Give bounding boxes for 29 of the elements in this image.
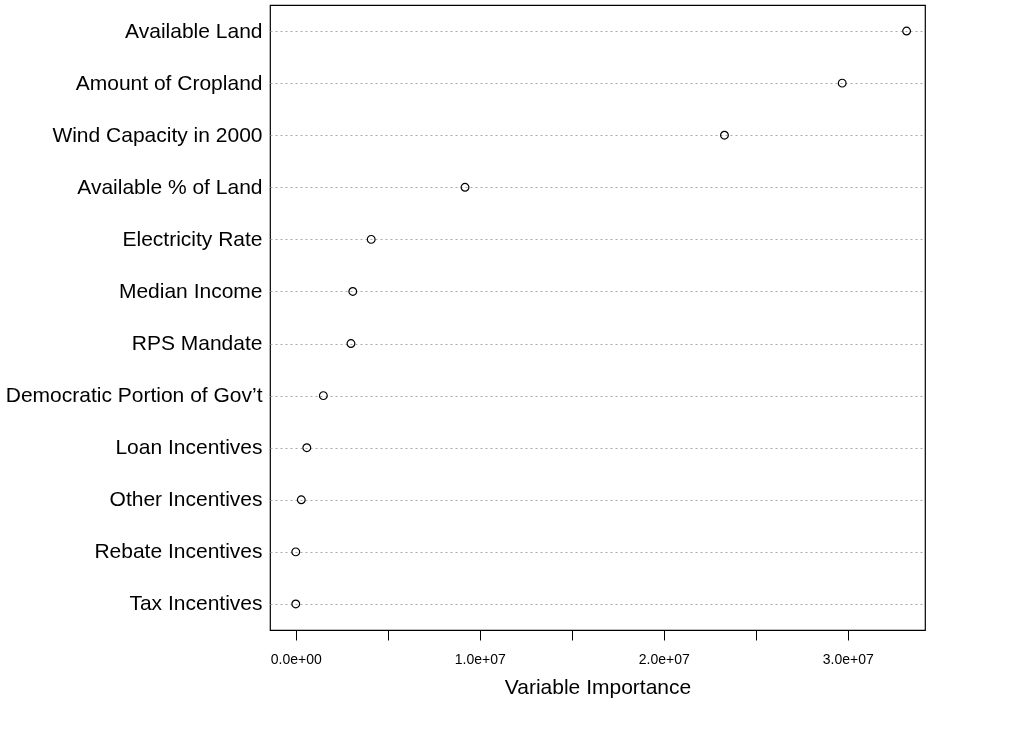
y-tick-label: Amount of Cropland — [75, 70, 263, 94]
point — [366, 234, 376, 244]
point — [460, 182, 470, 192]
y-tick-label: Rebate Incentives — [94, 539, 263, 563]
y-tick-label: Median Income — [118, 278, 263, 302]
point — [837, 78, 847, 88]
y-tick-label: Available Land — [125, 18, 263, 42]
y-tick-label: Available % of Land — [77, 174, 263, 198]
point — [291, 547, 301, 557]
y-tick-label: Democratic Portion of Gov’t — [5, 383, 263, 407]
y-tick-label: Tax Incentives — [129, 591, 263, 615]
y-tick-label: Wind Capacity in 2000 — [52, 122, 263, 146]
y-tick-label: RPS Mandate — [131, 331, 263, 355]
point — [719, 130, 729, 140]
point — [291, 599, 301, 609]
y-tick-label: Electricity Rate — [122, 226, 263, 250]
x-tick-label: 1.0e+07 — [454, 650, 506, 667]
point — [346, 339, 356, 349]
point — [318, 391, 328, 401]
point — [348, 286, 358, 296]
x-tick-label: 0.0e+00 — [270, 650, 322, 667]
x-axis-title: Variable Importance — [504, 674, 692, 698]
x-tick-label: 2.0e+07 — [638, 650, 690, 667]
point — [302, 443, 312, 453]
y-tick-label: Loan Incentives — [115, 435, 263, 459]
point — [296, 495, 306, 505]
point — [902, 26, 912, 36]
y-tick-label: Other Incentives — [109, 487, 263, 511]
x-tick-label: 3.0e+07 — [822, 650, 874, 667]
